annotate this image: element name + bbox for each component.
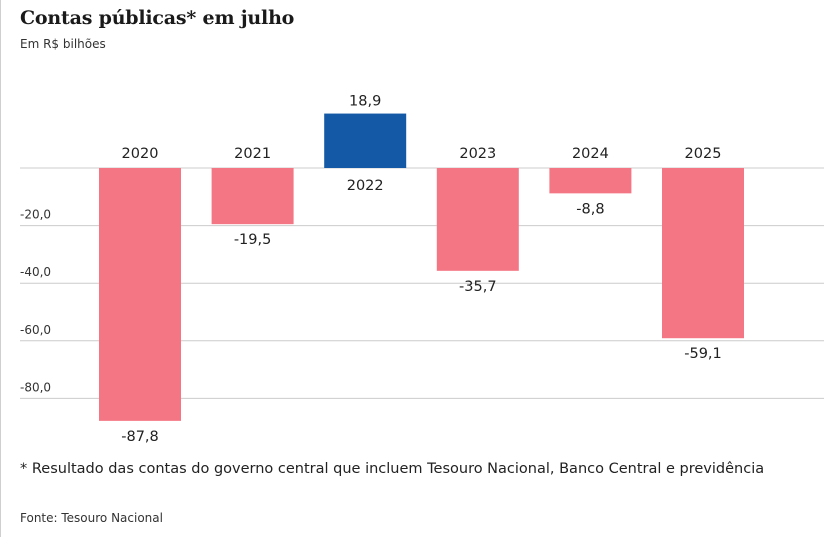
category-label: 2025 — [685, 146, 722, 162]
bar — [211, 168, 294, 225]
bar — [324, 113, 407, 168]
y-tick-label: -40,0 — [20, 265, 51, 279]
source-note: Fonte: Tesouro Nacional — [20, 511, 163, 525]
category-label: 2020 — [122, 146, 159, 162]
value-label: -87,8 — [121, 429, 159, 445]
chart-subtitle: Em R$ bilhões — [20, 37, 106, 51]
value-label: -19,5 — [234, 232, 272, 248]
footnote: * Resultado das contas do governo centra… — [20, 461, 765, 477]
y-tick-label: -60,0 — [20, 323, 51, 337]
bar — [436, 168, 519, 271]
category-label: 2024 — [572, 146, 609, 162]
bar — [549, 168, 632, 194]
bar — [662, 168, 744, 339]
value-label: 18,9 — [349, 94, 381, 110]
value-label: -35,7 — [459, 279, 497, 295]
category-label: 2023 — [459, 146, 496, 162]
chart-title: Contas públicas* em julho — [20, 7, 295, 29]
bar — [99, 168, 181, 421]
category-label: 2021 — [234, 146, 271, 162]
y-tick-label: -80,0 — [20, 380, 51, 394]
category-label: 2022 — [347, 178, 384, 194]
value-label: -59,1 — [684, 346, 722, 362]
value-label: -8,8 — [576, 201, 604, 217]
left-border — [0, 0, 1, 537]
bar-chart: -20,0 -40,0 -60,0 -80,0 2020 -87,8 2021 -19,5 20… — [20, 94, 824, 445]
y-tick-label: -20,0 — [20, 208, 51, 222]
